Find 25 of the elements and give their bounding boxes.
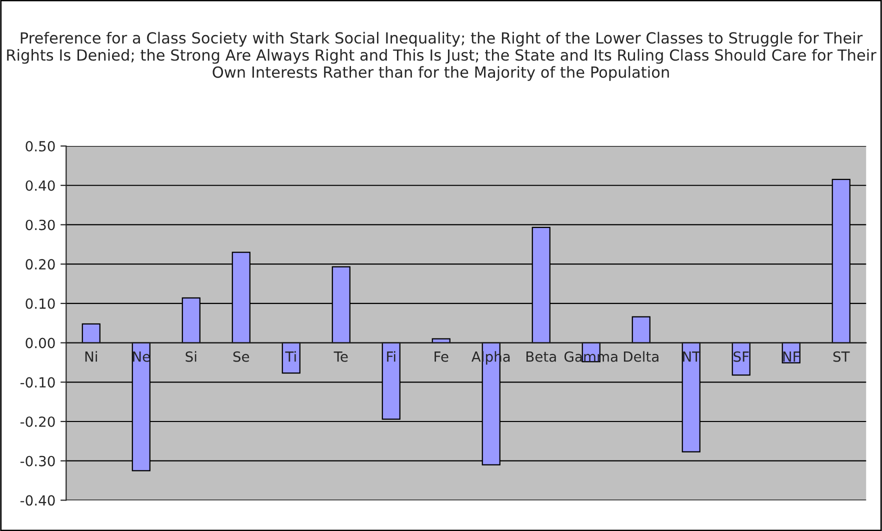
- chart-title: Preference for a Class Society with Stark Social Inequality; the Right of the Lower Classes to Struggle for Their Rights Is Denied; the Strong Are Always Right and This Is Just; the State and Its Ruling Class Should Care for Their Own Interests Rather than for the Majority of the Population: [7, 32, 876, 81]
- x-tick-label: Beta: [526, 352, 556, 362]
- y-tick-label: -0.10: [20, 377, 55, 388]
- x-tick-label: Fe: [434, 352, 448, 362]
- x-tick-label: Ni: [85, 351, 97, 362]
- y-tick-label: 0.20: [26, 259, 55, 270]
- x-tick-label: Si: [186, 351, 196, 362]
- y-tick-label: -0.20: [20, 416, 55, 427]
- bar: [82, 323, 100, 344]
- x-tick-label: SF: [734, 351, 749, 362]
- x-tick-label: Se: [233, 351, 250, 362]
- x-tick-label: NF: [783, 352, 800, 362]
- x-tick-label: Delta: [624, 351, 658, 362]
- y-tick-label: 0.50: [26, 140, 55, 152]
- y-tick-label: 0.30: [26, 220, 55, 230]
- y-tick-label: -0.30: [20, 456, 55, 466]
- x-tick-label: ST: [833, 351, 850, 362]
- bar: [632, 316, 650, 344]
- x-tick-label: Ti: [285, 351, 296, 362]
- x-tick-label: Te: [334, 352, 348, 362]
- y-tick-label: 0.10: [26, 298, 55, 309]
- y-tick-label: -0.40: [20, 495, 55, 506]
- y-tick-label: 0.00: [26, 338, 55, 348]
- x-tick-label: Fi: [387, 351, 396, 362]
- y-tick-label: 0.40: [26, 180, 55, 191]
